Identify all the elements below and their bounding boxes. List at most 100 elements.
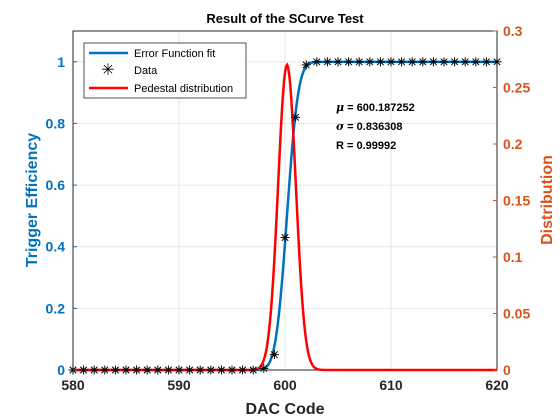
annotation-sigma-value: = 0.836308 <box>344 121 402 133</box>
data-point <box>365 57 375 67</box>
data-point <box>333 57 343 67</box>
y-left-tick-label: 1 <box>57 54 65 70</box>
y-axis-right-label: Distribution <box>539 155 556 245</box>
data-point <box>291 112 301 122</box>
data-point-stroke <box>482 58 490 66</box>
annotation-r: R = 0.99992 <box>336 140 396 152</box>
data-point <box>450 57 460 67</box>
data-point <box>227 365 237 375</box>
data-point <box>407 57 417 67</box>
data-point-stroke <box>186 366 194 374</box>
data-point-stroke <box>143 366 151 374</box>
data-point-stroke <box>429 58 437 66</box>
data-point <box>312 57 322 67</box>
data-point <box>132 365 142 375</box>
data-point <box>386 57 396 67</box>
legend-label-pedestal: Pedestal distribution <box>134 83 233 95</box>
x-tick-label: 610 <box>379 377 403 393</box>
data-point-stroke <box>345 58 353 66</box>
data-point <box>301 60 311 70</box>
data-point-stroke <box>334 58 342 66</box>
y-axis-left-label: Trigger Efficiency <box>24 133 41 267</box>
data-point-stroke <box>196 366 204 374</box>
data-point-stroke <box>164 366 172 374</box>
data-point <box>344 57 354 67</box>
y-right-tick-label: 0.05 <box>503 306 530 322</box>
data-point-stroke <box>228 366 236 374</box>
data-point-stroke <box>408 58 416 66</box>
data-point-stroke <box>239 366 247 374</box>
annotation-mu-value: = 600.187252 <box>344 102 415 114</box>
data-point-stroke <box>260 364 268 373</box>
annotation-r-symbol: R <box>336 140 344 152</box>
data-point <box>460 57 470 67</box>
y-right-tick-label: 0.15 <box>503 193 530 209</box>
data-point <box>418 57 428 67</box>
data-point <box>492 57 502 67</box>
data-point <box>354 57 364 67</box>
legend-label-data: Data <box>134 65 158 77</box>
data-point-stroke <box>154 366 162 374</box>
data-point <box>322 57 332 67</box>
data-point-stroke <box>133 366 141 374</box>
data-point <box>375 57 385 67</box>
y-left-tick-label: 0.8 <box>46 115 66 131</box>
fit-annotations: μ = 600.187252 σ = 0.836308 R = 0.99992 <box>336 101 415 152</box>
data-point-stroke <box>493 58 501 66</box>
data-point <box>174 365 184 375</box>
data-point <box>185 365 195 375</box>
x-axis-label: DAC Code <box>245 401 324 418</box>
data-point-stroke <box>302 61 310 69</box>
y-right-tick-label: 0 <box>503 362 511 378</box>
plot-area <box>68 57 502 375</box>
annotation-r-value: = 0.99992 <box>344 140 396 152</box>
data-point <box>121 365 131 375</box>
data-point <box>79 365 89 375</box>
annotation-mu: μ = 600.187252 <box>336 101 415 114</box>
data-point-stroke <box>249 366 257 374</box>
data-point-stroke <box>281 233 289 242</box>
data-point-stroke <box>292 113 300 121</box>
data-point-stroke <box>90 366 98 374</box>
legend-swatch-data: ✳ <box>101 60 114 79</box>
data-point-stroke <box>376 58 384 66</box>
data-point-stroke <box>461 58 469 66</box>
data-point <box>216 365 226 375</box>
data-point-stroke <box>472 58 480 66</box>
data-point <box>439 57 449 67</box>
x-tick-label: 600 <box>273 377 297 393</box>
data-point-stroke <box>80 366 88 374</box>
y-left-tick-label: 0.4 <box>46 239 66 255</box>
x-tick-label: 620 <box>485 377 509 393</box>
data-point <box>471 57 481 67</box>
data-point-stroke <box>323 58 331 66</box>
data-point <box>259 363 269 373</box>
y-right-tick-label: 0.2 <box>503 136 523 152</box>
data-point-stroke <box>217 366 225 374</box>
data-point <box>110 365 120 375</box>
data-point <box>100 365 110 375</box>
data-point-stroke <box>175 366 183 374</box>
data-point-stroke <box>313 58 321 66</box>
data-point <box>280 232 290 242</box>
data-point <box>195 365 205 375</box>
data-point <box>397 57 407 67</box>
data-point-stroke <box>440 58 448 66</box>
data-point <box>142 365 152 375</box>
chart-title: Result of the SCurve Test <box>206 11 364 26</box>
y-left-tick-label: 0.2 <box>46 300 66 316</box>
data-point-stroke <box>355 58 363 66</box>
data-point <box>89 365 99 375</box>
y-right-tick-label: 0.25 <box>503 80 530 96</box>
y-axis-left: 0 0.2 0.4 0.6 0.8 1 <box>46 54 77 378</box>
y-axis-right: 0 0.05 0.1 0.15 0.2 0.25 0.3 <box>493 23 530 378</box>
x-tick-label: 580 <box>61 377 85 393</box>
data-point-stroke <box>419 58 427 66</box>
data-point-stroke <box>451 58 459 66</box>
data-point-stroke <box>122 366 130 374</box>
data-point <box>428 57 438 67</box>
legend: Error Function fit ✳ Data Pedestal distr… <box>83 42 247 99</box>
y-right-tick-label: 0.3 <box>503 23 523 39</box>
x-tick-label: 590 <box>167 377 191 393</box>
data-point-stroke <box>270 350 278 359</box>
